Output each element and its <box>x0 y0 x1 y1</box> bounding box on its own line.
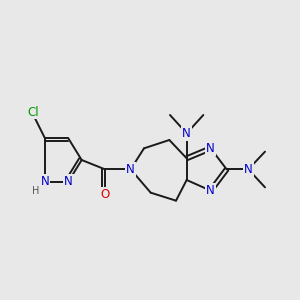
Text: N: N <box>126 163 135 176</box>
Text: O: O <box>100 188 109 200</box>
Text: N: N <box>40 175 50 188</box>
Text: N: N <box>206 142 215 155</box>
Text: N: N <box>64 175 73 188</box>
Text: H: H <box>32 186 39 196</box>
Text: Cl: Cl <box>28 106 39 119</box>
Text: N: N <box>244 163 253 176</box>
Text: N: N <box>206 184 215 197</box>
Text: N: N <box>182 127 191 140</box>
